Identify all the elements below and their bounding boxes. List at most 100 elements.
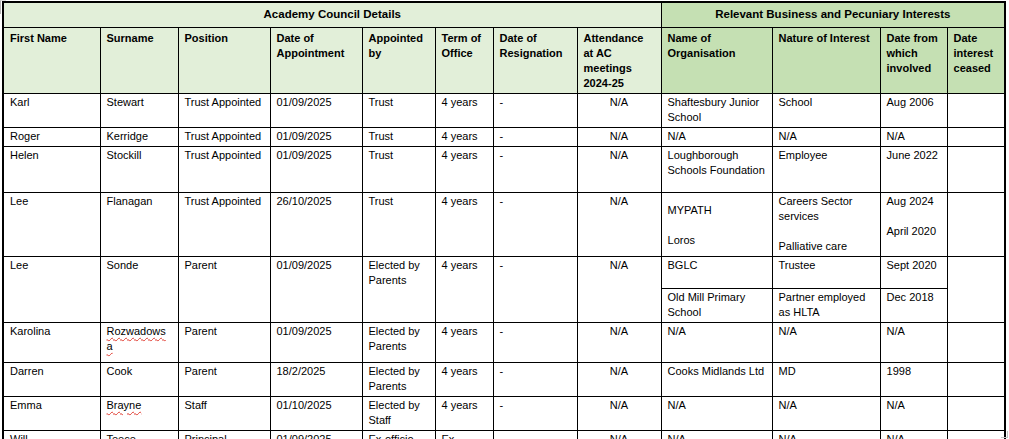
cell-organisation: Cooks Midlands Ltd <box>661 362 772 396</box>
table-row-kerridge: Roger Kerridge Trust Appointed 01/09/202… <box>3 127 1005 146</box>
cell-appointed-by: Trust <box>362 93 435 127</box>
col-header-first-name: First Name <box>3 27 100 93</box>
cell-attendance: N/A <box>577 146 661 192</box>
table-resize-mark <box>1001 431 1008 438</box>
cell-appointed-by: Elected by Parents <box>362 256 435 322</box>
cell-attendance: N/A <box>577 362 661 396</box>
cell-date-ceased <box>947 256 1005 322</box>
col-header-nature-of-interest: Nature of Interest <box>772 27 880 93</box>
cell-first-name: Lee <box>3 256 100 322</box>
col-header-position: Position <box>178 27 270 93</box>
cell-first-name: Karl <box>3 93 100 127</box>
cell-position: Trust Appointed <box>178 93 270 127</box>
cell-surname: Flanagan <box>100 192 178 256</box>
cell-date-of-resignation: - <box>493 127 577 146</box>
cell-date-ceased <box>947 396 1005 430</box>
cell-term-of-office: 4 years <box>435 192 493 256</box>
column-header-row: First Name Surname Position Date of Appo… <box>3 27 1005 93</box>
cell-nature-of-interest: Careers Sector services Palliative care <box>772 192 880 256</box>
cell-attendance: N/A <box>577 256 661 322</box>
cell-date-of-resignation: - <box>493 93 577 127</box>
cell-date-of-resignation: - <box>493 146 577 192</box>
cell-position: Staff <box>178 396 270 430</box>
cell-date-from: 1998 <box>880 362 947 396</box>
cell-date-from: June 2022 <box>880 146 947 192</box>
cell-date-of-appointment: 01/09/2025 <box>270 93 362 127</box>
cell-first-name: Roger <box>3 127 100 146</box>
cell-date-of-appointment: 18/2/2025 <box>270 362 362 396</box>
cell-first-name: Emma <box>3 396 100 430</box>
cell-nature-of-interest: Partner employed as HLTA <box>772 288 880 322</box>
col-header-date-from: Date from which involved <box>880 27 947 93</box>
cell-organisation: BGLC <box>661 256 772 288</box>
cell-date-ceased <box>947 192 1005 256</box>
cell-date-from: Aug 2006 <box>880 93 947 127</box>
cell-attendance: N/A <box>577 93 661 127</box>
cell-surname: Sonde <box>100 256 178 322</box>
cell-appointed-by: Trust <box>362 146 435 192</box>
cell-date-of-appointment: 01/10/2025 <box>270 396 362 430</box>
col-header-attendance: Attendance at AC meetings 2024-25 <box>577 27 661 93</box>
cell-nature-of-interest: N/A <box>772 127 880 146</box>
table-row-rozwadowsa: Karolina Rozwadowsa Parent 01/09/2025 El… <box>3 322 1005 362</box>
table-row-cook: Darren Cook Parent 18/2/2025 Elected by … <box>3 362 1005 396</box>
cell-appointed-by: Elected by Parents <box>362 362 435 396</box>
cell-date-of-appointment: 01/09/2025 <box>270 146 362 192</box>
cell-term-of-office: 4 years <box>435 93 493 127</box>
cell-attendance: N/A <box>577 127 661 146</box>
cell-position: Parent <box>178 256 270 322</box>
cell-date-of-resignation: - <box>493 192 577 256</box>
cell-date-from: Dec 2018 <box>880 288 947 322</box>
cell-nature-of-interest: MD <box>772 362 880 396</box>
cell-first-name: Will <box>3 430 100 439</box>
cell-appointed-by: Elected by Staff <box>362 396 435 430</box>
cell-attendance: N/A <box>577 192 661 256</box>
cell-position: Principal <box>178 430 270 439</box>
cell-appointed-by: Ex-officio <box>362 430 435 439</box>
cell-surname: Teece <box>100 430 178 439</box>
table-handle-mark <box>0 0 6 14</box>
cell-date-of-appointment: 01/09/2025 <box>270 430 362 439</box>
col-header-date-ceased: Date interest ceased <box>947 27 1005 93</box>
cell-date-ceased <box>947 93 1005 127</box>
cell-term-of-office: 4 years <box>435 362 493 396</box>
governance-table: Academy Council Details Relevant Busines… <box>2 1 1006 439</box>
cell-nature-of-interest: School <box>772 93 880 127</box>
cell-date-of-appointment: 01/09/2025 <box>270 322 362 362</box>
cell-date-of-appointment: 01/09/2025 <box>270 127 362 146</box>
cell-term-of-office: 4 years <box>435 256 493 322</box>
cell-position: Trust Appointed <box>178 127 270 146</box>
cell-date-of-resignation: - <box>493 396 577 430</box>
cell-term-of-office: Ex-officio <box>435 430 493 439</box>
section-title-row: Academy Council Details Relevant Busines… <box>3 2 1005 27</box>
cell-term-of-office: 4 years <box>435 396 493 430</box>
col-header-date-of-appointment: Date of Appointment <box>270 27 362 93</box>
table-row-stockill: Helen Stockill Trust Appointed 01/09/202… <box>3 146 1005 192</box>
cell-date-from: N/A <box>880 430 947 439</box>
cell-date-of-appointment: 26/10/2025 <box>270 192 362 256</box>
col-header-term-of-office: Term of Office <box>435 27 493 93</box>
cell-date-ceased <box>947 362 1005 396</box>
col-header-appointed-by: Appointed by <box>362 27 435 93</box>
cell-surname: Cook <box>100 362 178 396</box>
cell-position: Parent <box>178 362 270 396</box>
cell-organisation: N/A <box>661 127 772 146</box>
cell-appointed-by: Trust <box>362 192 435 256</box>
cell-surname: Stewart <box>100 93 178 127</box>
col-header-organisation: Name of Organisation <box>661 27 772 93</box>
table-row-teece: Will Teece Principal 01/09/2025 Ex-offic… <box>3 430 1005 439</box>
table-row-stewart: Karl Stewart Trust Appointed 01/09/2025 … <box>3 93 1005 127</box>
cell-position: Parent <box>178 322 270 362</box>
cell-date-from: Sept 2020 <box>880 256 947 288</box>
cell-date-from: N/A <box>880 127 947 146</box>
table-row-brayne: Emma Brayne Staff 01/10/2025 Elected by … <box>3 396 1005 430</box>
cell-surname: Stockill <box>100 146 178 192</box>
cell-date-ceased <box>947 430 1005 439</box>
cell-appointed-by: Elected by Parents <box>362 322 435 362</box>
cell-date-from: Aug 2024 April 2020 <box>880 192 947 256</box>
cell-date-ceased <box>947 127 1005 146</box>
cell-term-of-office: 4 years <box>435 146 493 192</box>
table-row-flanagan: Lee Flanagan Trust Appointed 26/10/2025 … <box>3 192 1005 256</box>
cell-date-from: N/A <box>880 396 947 430</box>
cell-date-of-resignation: - <box>493 322 577 362</box>
